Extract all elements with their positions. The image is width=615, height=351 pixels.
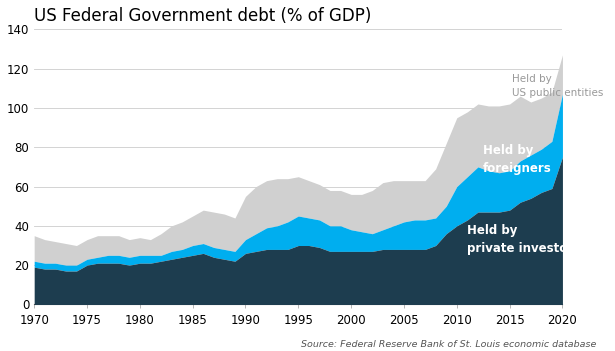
Text: Held by
private investors: Held by private investors — [467, 224, 581, 255]
Text: Held by
US public entities: Held by US public entities — [512, 74, 603, 99]
Text: Source: Federal Reserve Bank of St. Louis economic database: Source: Federal Reserve Bank of St. Loui… — [301, 340, 597, 349]
Text: US Federal Government debt (% of GDP): US Federal Government debt (% of GDP) — [34, 7, 371, 25]
Text: Held by
foreigners: Held by foreigners — [483, 144, 552, 174]
